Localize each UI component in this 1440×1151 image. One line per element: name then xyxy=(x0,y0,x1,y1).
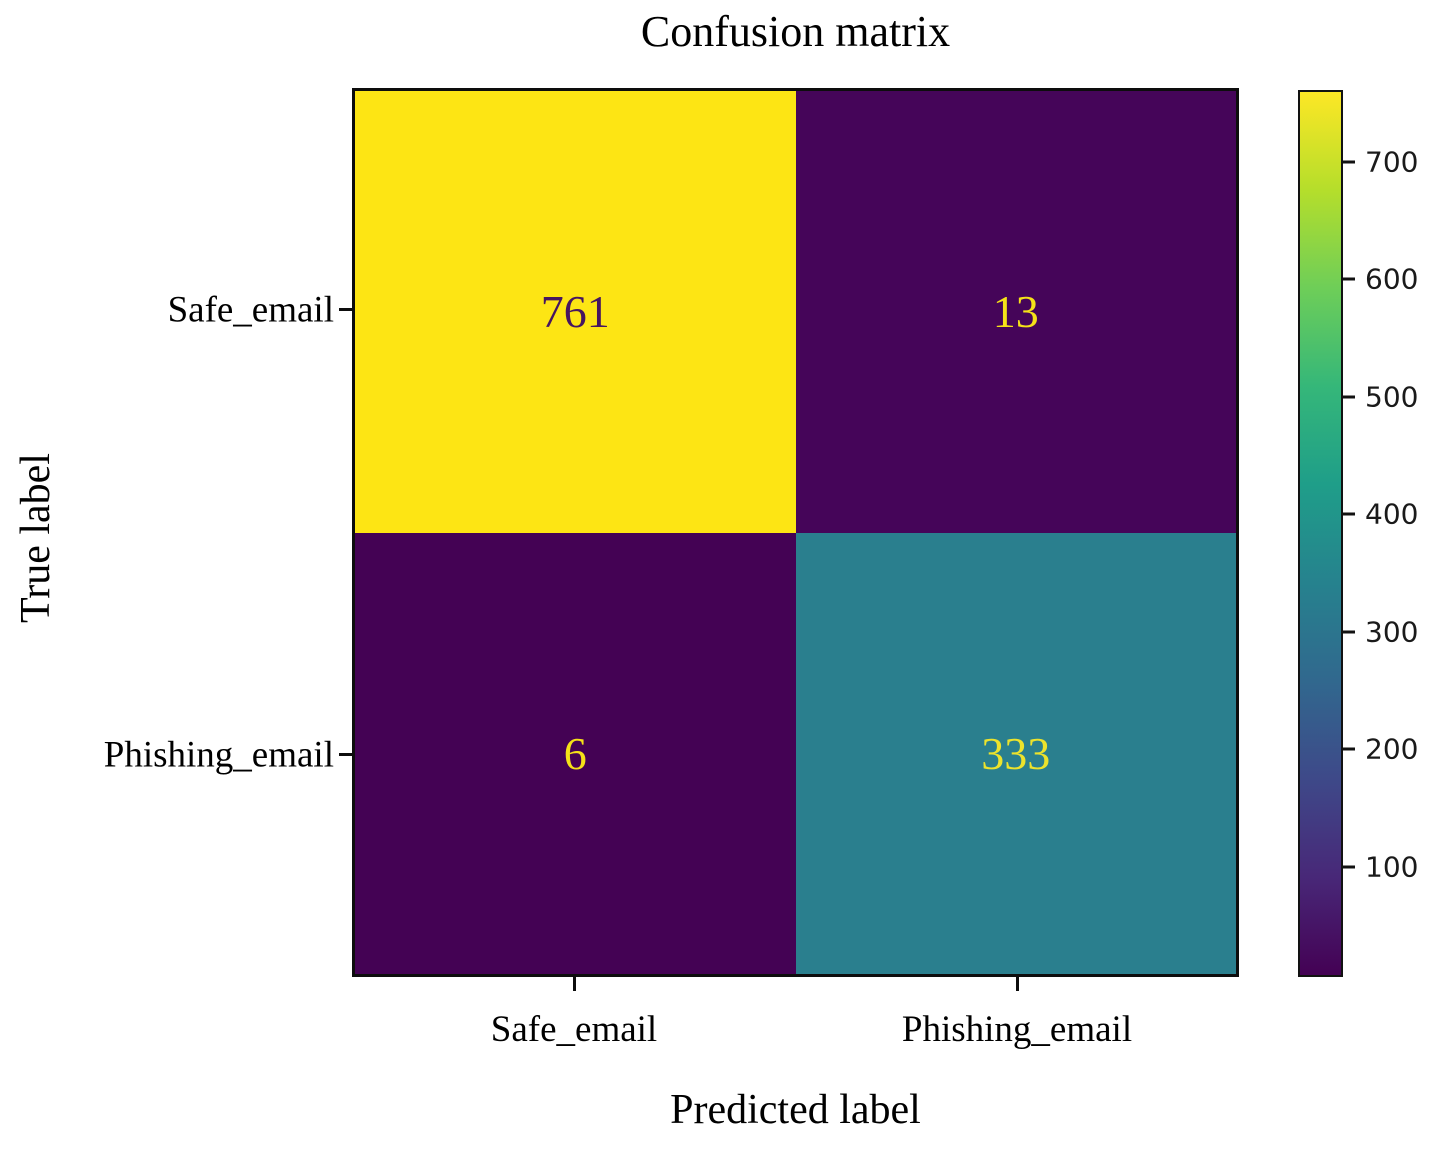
colorbar-tick-label: 200 xyxy=(1365,732,1419,766)
colorbar xyxy=(1298,90,1343,977)
colorbar-tick-mark xyxy=(1343,277,1355,281)
y-tick-label-phishing-email: Phishing_email xyxy=(103,734,334,776)
matrix-cell-phishing-safe: 6 xyxy=(355,532,796,974)
colorbar-tick-mark xyxy=(1343,630,1355,634)
colorbar-tick-label: 300 xyxy=(1365,615,1419,649)
colorbar-tick: 200 xyxy=(1343,733,1418,766)
chart-title: Confusion matrix xyxy=(640,7,951,56)
heatmap-grid: 761 13 6 333 xyxy=(352,88,1239,977)
colorbar-tick-mark xyxy=(1343,747,1355,751)
cell-value-true-positive: 333 xyxy=(981,727,1051,779)
colorbar-tick-mark xyxy=(1343,395,1355,399)
colorbar-tick: 100 xyxy=(1343,850,1418,883)
colorbar-tick-label: 600 xyxy=(1365,262,1419,296)
y-tick-mark xyxy=(339,753,352,756)
cell-value-false-positive: 13 xyxy=(992,286,1039,338)
cell-value-false-negative: 6 xyxy=(563,727,587,779)
x-tick-label-phishing-email: Phishing_email xyxy=(901,1009,1133,1050)
matrix-cell-safe-phishing: 13 xyxy=(795,91,1236,533)
colorbar-tick: 300 xyxy=(1343,615,1418,648)
x-axis-title: Predicted label xyxy=(670,1087,921,1133)
matrix-cell-phishing-phishing: 333 xyxy=(795,532,1236,974)
colorbar-tick-mark xyxy=(1343,160,1355,164)
colorbar-tick: 400 xyxy=(1343,498,1418,531)
colorbar-tick-mark xyxy=(1343,512,1355,516)
x-tick-label-safe-email: Safe_email xyxy=(490,1009,658,1050)
y-axis-title: True label xyxy=(13,453,59,623)
colorbar-tick: 700 xyxy=(1343,145,1418,178)
cell-value-true-negative: 761 xyxy=(540,286,610,338)
x-tick-mark xyxy=(573,977,576,991)
colorbar-tick: 600 xyxy=(1343,263,1418,296)
y-tick-label-safe-email: Safe_email xyxy=(167,289,334,331)
y-tick-mark xyxy=(339,308,352,311)
colorbar-tick-label: 700 xyxy=(1365,145,1419,179)
colorbar-tick-mark xyxy=(1343,865,1355,869)
colorbar-tick: 500 xyxy=(1343,380,1418,413)
colorbar-tick-label: 100 xyxy=(1365,850,1419,884)
colorbar-tick-label: 500 xyxy=(1365,380,1419,414)
x-tick-mark xyxy=(1016,977,1019,991)
colorbar-tick-label: 400 xyxy=(1365,497,1419,531)
matrix-cell-safe-safe: 761 xyxy=(355,91,796,533)
